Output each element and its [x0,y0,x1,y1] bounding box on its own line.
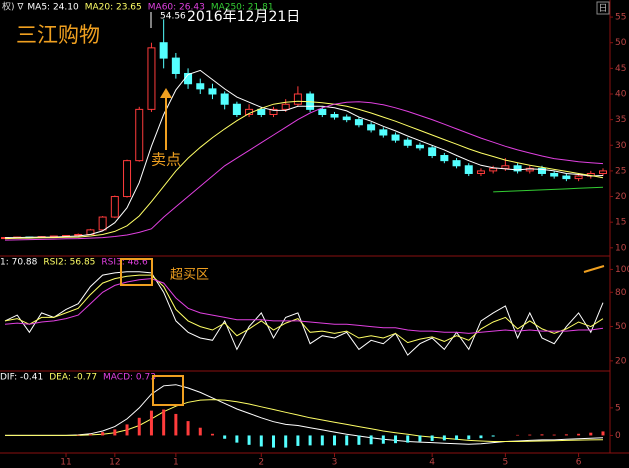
candle-body [232,103,241,116]
candle-body [464,165,473,174]
indicator-line [4,271,604,356]
y-tick-label: 20 [615,356,627,366]
x-tick-label: 6 [576,458,582,468]
legend-label: 1: 70.88 [0,258,38,268]
candle-body [513,165,522,172]
candle-body [599,170,607,174]
candle-body [476,170,485,174]
date-label: 2016年12月21日 [187,9,300,25]
candle-body [171,57,180,74]
indicator-line [4,100,604,240]
legend-label: MA20: 23.65 [85,3,142,13]
y-tick-label: 40 [615,89,627,99]
y-tick-label: 25 [615,166,626,176]
candle-body [537,167,546,174]
x-tick-label: 4 [429,458,435,468]
indicator-line [5,399,604,442]
y-tick-label: 20 [615,192,627,202]
header-prefix: 权) ∇ [2,1,24,13]
candle-body [257,108,266,116]
y-tick-label: 50 [615,38,627,48]
candle-body [147,47,156,110]
legend-label: MA60: 26.43 [148,3,205,13]
y-tick-label: 5 [615,403,621,413]
y-tick-label: 45 [615,64,626,74]
y-tick-label: 0 [615,431,621,441]
candle-body [489,167,498,172]
indicator-line [4,101,604,241]
candle-body [342,116,351,121]
stock-title: 三江购物 [16,23,100,47]
overbought-label: 超买区 [170,268,209,283]
y-tick-label: 30 [615,141,627,151]
candle-body [415,144,424,149]
candle-body [208,88,217,95]
x-tick-label: 5 [503,458,509,468]
y-tick-label: 15 [615,218,626,228]
candle-body [550,172,559,177]
legend-label: RSI2: 56.85 [43,258,95,268]
candle-body [159,42,168,59]
candle-body [562,175,571,180]
y-tick-label: 35 [615,115,626,125]
candle-body [123,160,132,198]
sell-arrow-head [160,88,172,98]
overbought-arrow [583,265,605,273]
x-tick-label: 1 [173,458,179,468]
y-tick-label: 100 [615,265,629,275]
legend-label: MA5: 24.10 [27,3,79,13]
candle-body [293,93,302,105]
candle-body [428,147,437,157]
candle-body [452,160,461,167]
candle-body [98,216,107,231]
candle-body [196,83,205,90]
indicator-line [4,274,604,344]
candle-body [281,103,290,110]
sell-label: 卖点 [151,151,181,169]
candle-body [135,108,144,162]
x-tick-label: 2 [258,458,264,468]
indicator-line [4,278,604,334]
candle-body [403,139,412,146]
candle-body [379,129,388,136]
corner-box [596,1,610,15]
legend-label: MA250: 21.81 [211,3,274,13]
legend-label: DEA: -0.77 [49,373,97,383]
corner-label: 日 [598,3,607,14]
overbought-box [120,258,153,286]
y-tick-label: 50 [615,322,627,332]
legend-label: DIF: -0.41 [0,373,43,383]
candle-body [269,108,278,116]
x-tick-label: 11 [60,458,71,468]
candle-body [501,165,510,169]
candle-body [367,124,376,131]
y-tick-label: 10 [615,243,627,253]
candle-body [354,119,363,126]
x-tick-label: 12 [109,458,120,468]
candle-body [220,93,229,105]
indicator-line [5,69,604,239]
candle-body [574,175,583,180]
candle-body [440,155,449,162]
legend-label: MACD: 0.73 [103,373,156,383]
y-tick-label: 80 [615,288,627,298]
candle-body [330,114,339,118]
high-label: 54.56 [160,12,186,22]
macd-box [152,375,184,406]
legend-label: RSI3: 48.6 [101,258,148,268]
x-tick-label: 3 [332,458,338,468]
candle-body [391,134,400,141]
y-tick-label: 55 [615,13,626,23]
candle-body [110,196,119,218]
indicator-line [493,186,604,193]
candle-body [318,108,327,116]
